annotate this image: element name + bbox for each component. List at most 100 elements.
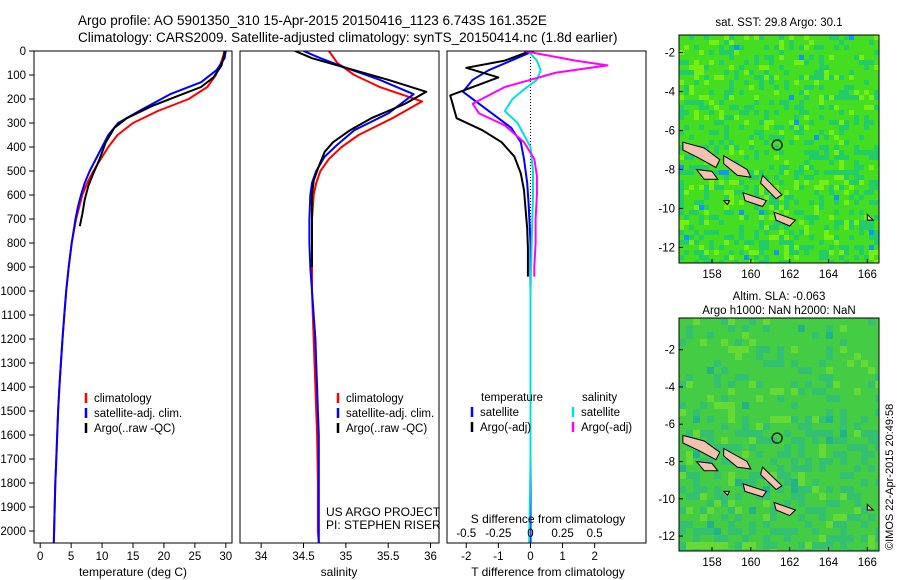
map-cell — [874, 145, 879, 150]
map-cell — [679, 528, 686, 535]
map-cell — [839, 155, 844, 160]
map-cell — [854, 500, 861, 507]
map-cell — [854, 120, 859, 125]
map-cell — [756, 395, 763, 402]
map-cell — [826, 367, 833, 374]
y-tick-label: 1500 — [0, 406, 26, 418]
map-cell — [854, 200, 859, 205]
difference-salinity-ticks: -0.5 -0.25 0 0.25 0.5 — [456, 528, 602, 540]
map-cell — [779, 130, 784, 135]
legend-label: climatology — [94, 393, 152, 405]
map-cell — [679, 339, 686, 346]
map-x-tick-label: 160 — [741, 557, 760, 569]
map-cell — [784, 416, 791, 423]
map-cell — [689, 135, 694, 140]
map-cell — [694, 250, 699, 255]
map-cell — [774, 250, 779, 255]
map-cell — [819, 416, 826, 423]
island-shape — [723, 154, 752, 178]
map-cell — [763, 514, 770, 521]
map-cell — [839, 255, 844, 260]
map-cell — [754, 250, 759, 255]
y-tick-label: 1900 — [0, 502, 26, 514]
map-cell — [868, 549, 875, 551]
map-cell — [689, 165, 694, 170]
map-cell — [840, 423, 847, 430]
imos-credit: ©IMOS 22-Apr-2015 20:49:58 — [884, 404, 896, 550]
map-cell — [777, 388, 784, 395]
map-cell — [719, 110, 724, 115]
temperature-x-ticks: 0 5 10 15 20 25 30 — [37, 543, 232, 563]
map-cell — [774, 145, 779, 150]
map-cell — [719, 120, 724, 125]
map-cell — [699, 105, 704, 110]
map-cell — [854, 165, 859, 170]
map-cell — [809, 175, 814, 180]
map-cell — [777, 346, 784, 353]
map-cell — [784, 528, 791, 535]
map-cell — [869, 225, 874, 230]
map-cell — [791, 486, 798, 493]
x-tick-label: 1 — [559, 551, 565, 563]
map-y-tick-label: -2 — [665, 345, 675, 357]
map-cell — [764, 260, 769, 263]
map-cell — [744, 105, 749, 110]
map-cell — [679, 155, 684, 160]
map-cell — [779, 165, 784, 170]
map-cell — [834, 120, 839, 125]
map-cell — [839, 75, 844, 80]
map-cell — [754, 60, 759, 65]
map-cell — [679, 145, 684, 150]
map-cell — [804, 225, 809, 230]
map-cell — [819, 45, 824, 50]
map-cell — [684, 240, 689, 245]
map-cell — [700, 430, 707, 437]
map-cell — [724, 255, 729, 260]
map-cell — [868, 318, 875, 325]
map-cell — [693, 535, 700, 542]
map-cell — [734, 240, 739, 245]
map-cell — [693, 318, 700, 325]
map-cell — [770, 507, 777, 514]
map-cell — [798, 472, 805, 479]
map-cell — [805, 458, 812, 465]
map-cell — [791, 493, 798, 500]
map-cell — [834, 220, 839, 225]
map-cell — [689, 35, 694, 40]
map-cell — [844, 120, 849, 125]
map-cell — [849, 95, 854, 100]
map-cell — [724, 235, 729, 240]
map-cell — [839, 160, 844, 165]
map-cell — [749, 472, 756, 479]
map-cell — [774, 175, 779, 180]
map-cell — [854, 465, 861, 472]
map-cell — [719, 75, 724, 80]
island-shape — [742, 192, 768, 208]
map-cell — [875, 479, 879, 486]
map-cell — [834, 200, 839, 205]
map-cell — [729, 150, 734, 155]
map-y-tick-label: -12 — [658, 531, 675, 543]
map-cell — [759, 75, 764, 80]
map-cell — [735, 493, 742, 500]
map-cell — [686, 472, 693, 479]
map-cell — [764, 65, 769, 70]
sst-map-panel: sat. SST: 29.8 Argo: 30.1 158 160 162 164 16… — [658, 17, 880, 281]
map-cell — [859, 55, 864, 60]
map-cell — [819, 514, 826, 521]
map-cell — [774, 225, 779, 230]
map-cell — [777, 416, 784, 423]
map-cell — [859, 230, 864, 235]
map-cell — [774, 235, 779, 240]
map-cell — [709, 130, 714, 135]
map-cell — [869, 220, 874, 225]
map-cell — [754, 110, 759, 115]
map-cell — [719, 170, 724, 175]
map-cell — [804, 60, 809, 65]
map-cell — [864, 220, 869, 225]
map-cell — [799, 165, 804, 170]
map-cell — [693, 472, 700, 479]
map-cell — [764, 55, 769, 60]
map-cell — [861, 416, 868, 423]
map-cell — [779, 205, 784, 210]
